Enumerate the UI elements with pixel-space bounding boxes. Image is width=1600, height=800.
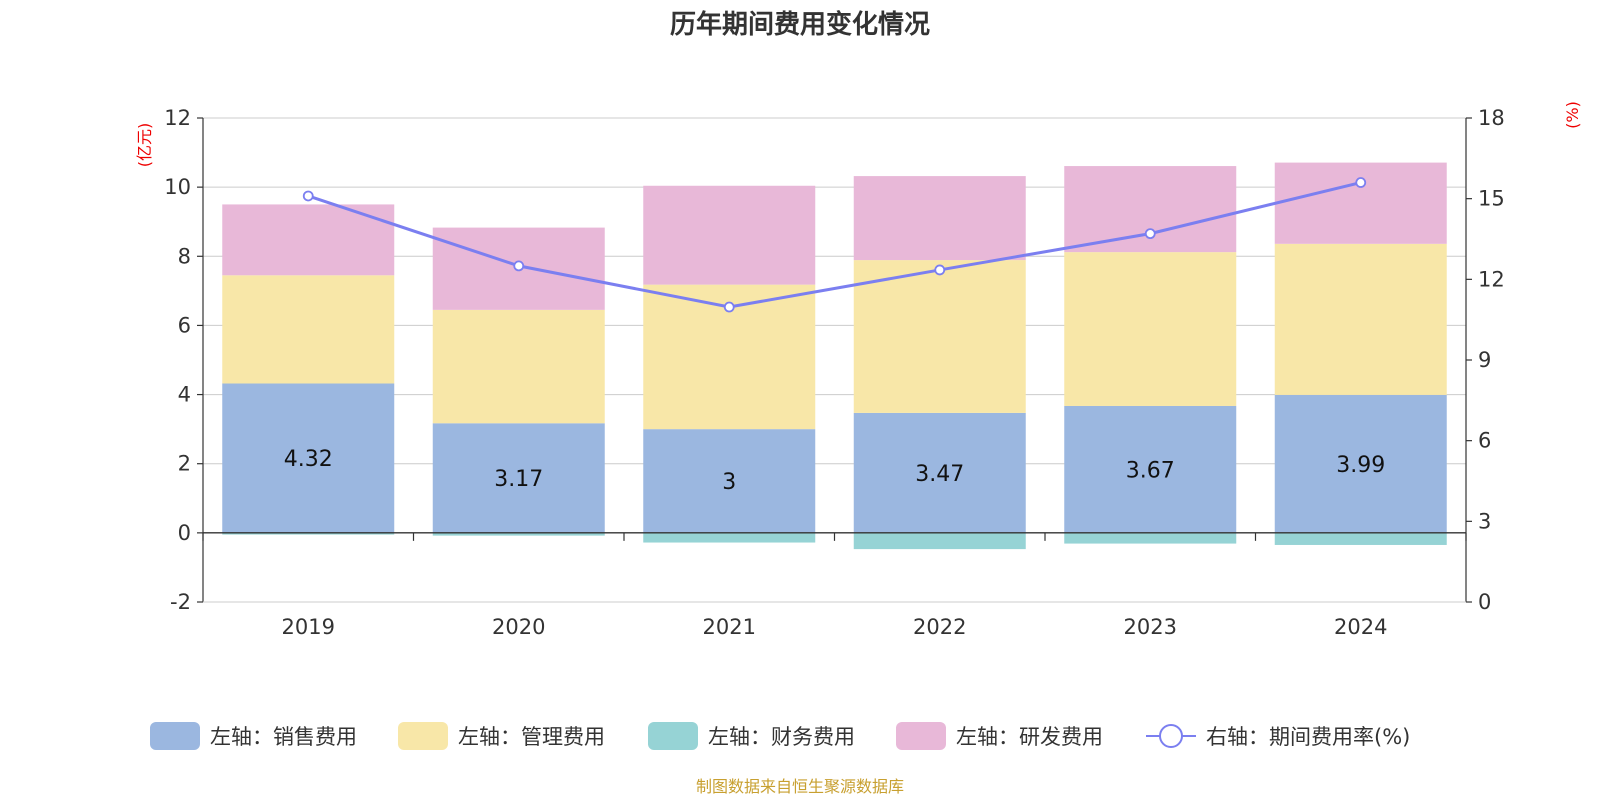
bar-segment [1064,405,1237,533]
bar-data-label: 4.32 [284,447,333,472]
bar-segment [1274,394,1447,533]
x-tick-label: 2023 [1124,615,1177,639]
source-note: 制图数据来自恒生聚源数据库 [696,777,904,796]
left-tick-label: 2 [178,452,191,476]
left-tick-label: 10 [164,175,191,199]
right-tick-label: 12 [1478,267,1505,291]
rate-line-point [513,260,525,272]
bar-segment [1274,243,1447,395]
bar-segment [853,260,1026,413]
bar-segment [432,423,605,533]
legend-label: 右轴：期间费用率(%) [1206,725,1410,749]
right-axis: 0 3 6 9 12 15 18 [1465,106,1505,614]
right-tick-label: 6 [1478,429,1491,453]
bar-segment [222,532,395,535]
x-axis [202,532,1467,603]
bar-segment [643,185,816,285]
bar-data-label: 3.99 [1336,453,1385,478]
bar-segment [643,532,816,543]
grid-lines [203,117,1466,603]
x-axis-labels: 2019 2020 2021 2022 2023 2024 [282,615,1388,639]
legend-label: 左轴：财务费用 [708,725,855,749]
chart-title: 历年期间费用变化情况 [670,9,930,40]
legend-swatch [150,722,200,750]
x-tick-label: 2020 [492,615,545,639]
x-tick-label: 2024 [1334,615,1387,639]
bar-segment [643,429,816,533]
left-tick-label: 8 [178,244,191,268]
rate-line [302,177,1367,313]
data-labels: 4.32 3.17 3 3.47 3.67 3.99 [284,447,1385,495]
bar-segment [1274,162,1447,244]
rate-line-point [302,190,314,202]
right-tick-label: 18 [1478,106,1505,130]
left-tick-label: 4 [178,383,191,407]
legend-swatch [648,722,698,750]
legend-swatch [398,722,448,750]
bar-data-label: 3.67 [1126,458,1175,483]
rate-line-point [1355,177,1367,188]
left-axis-unit: (亿元) [135,123,154,168]
rate-line-path [307,181,1362,309]
bar-segment [853,532,1026,550]
bar-data-label: 3 [722,470,736,495]
bar-segment [432,309,605,424]
right-tick-label: 0 [1478,590,1491,614]
bar-segment [222,275,395,384]
right-tick-label: 9 [1478,348,1491,372]
left-tick-label: -2 [170,590,191,614]
legend-label: 左轴：管理费用 [458,725,605,749]
x-tick-label: 2021 [703,615,756,639]
legend-label: 左轴：销售费用 [210,725,357,749]
rate-line-point [1144,228,1156,240]
right-axis-unit: (%) [1563,101,1582,129]
rate-line-point [934,264,946,276]
legend-swatch [896,722,946,750]
legend-line-marker [1159,724,1183,748]
bar-segment [432,532,605,536]
bar-segment [1064,532,1237,544]
legend-label: 左轴：研发费用 [956,725,1103,749]
bar-data-label: 3.47 [915,462,964,487]
bar-segment [853,176,1026,261]
bar-segment [222,383,395,533]
bar-segment [1274,532,1447,545]
x-tick-label: 2019 [282,615,335,639]
bar-segment [1064,252,1237,406]
left-tick-label: 0 [178,521,191,545]
bars [222,162,1447,550]
rate-line-point [723,301,735,313]
legend: 左轴：销售费用 左轴：管理费用 左轴：财务费用 左轴：研发费用 右轴：期间费用率(%) [150,722,1410,750]
left-axis: -2 0 2 4 6 8 10 12 [164,106,204,614]
right-tick-label: 3 [1478,509,1491,533]
left-tick-label: 12 [164,106,191,130]
x-tick-label: 2022 [913,615,966,639]
bar-segment [1064,166,1237,253]
bar-segment [853,412,1026,533]
bar-data-label: 3.17 [494,467,543,492]
right-tick-label: 15 [1478,187,1505,211]
left-tick-label: 6 [178,313,191,337]
